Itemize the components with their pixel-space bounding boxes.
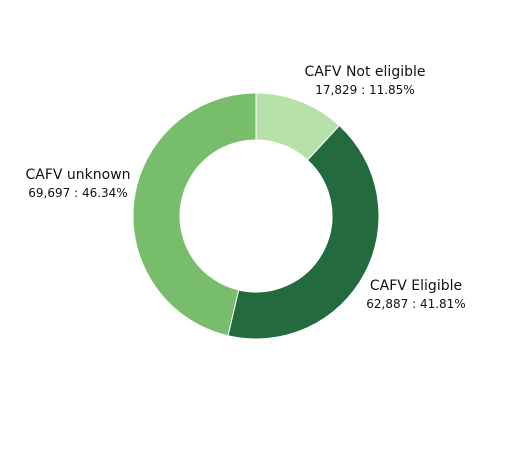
label-not-eligible: CAFV Not eligible 17,829 : 11.85%	[305, 64, 426, 97]
slice-value-not-eligible: 17,829 : 11.85%	[315, 83, 414, 97]
slice-label-not-eligible: CAFV Not eligible	[305, 64, 426, 80]
donut-slice-eligible	[227, 124, 380, 340]
label-unknown: CAFV unknown 69,697 : 46.34%	[25, 167, 130, 200]
slice-value-eligible: 62,887 : 41.81%	[366, 297, 465, 311]
slice-label-eligible: CAFV Eligible	[370, 278, 462, 294]
donut-slice-unknown	[132, 92, 257, 337]
slice-label-unknown: CAFV unknown	[25, 167, 130, 183]
slice-value-unknown: 69,697 : 46.34%	[28, 186, 127, 200]
label-eligible: CAFV Eligible 62,887 : 41.81%	[366, 278, 465, 311]
slices-layer	[132, 92, 380, 340]
